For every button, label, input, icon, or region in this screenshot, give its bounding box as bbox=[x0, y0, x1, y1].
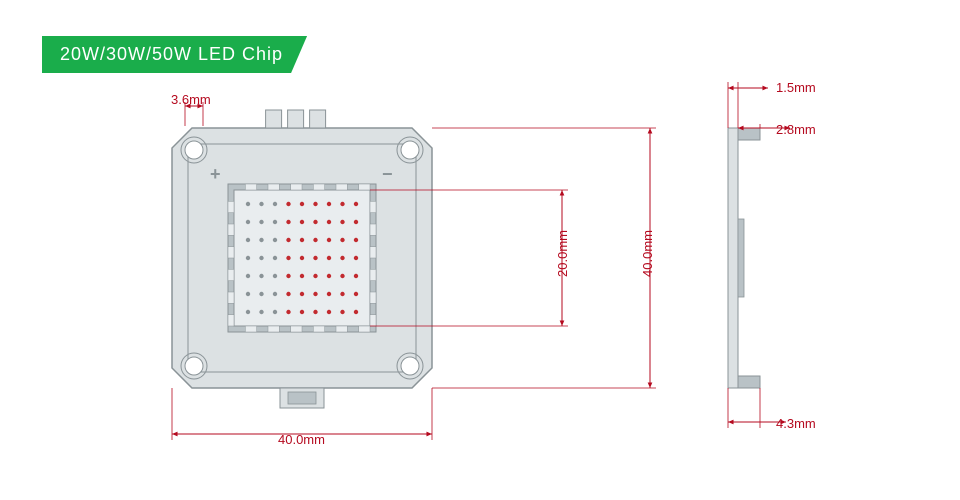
svg-text:−: − bbox=[382, 164, 393, 184]
diagram-svg: +− bbox=[0, 0, 960, 500]
svg-text:+: + bbox=[210, 164, 221, 184]
